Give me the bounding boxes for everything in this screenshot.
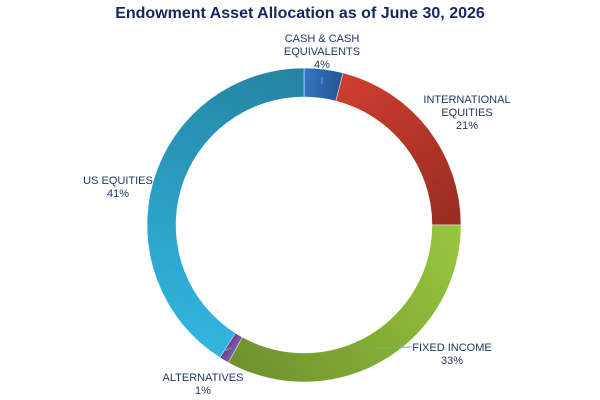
label-us-equities: US EQUITIES 41%	[83, 175, 153, 200]
leader-alternatives	[223, 347, 232, 352]
label-cash-cash-equivalents: CASH & CASH EQUIVALENTS 4%	[284, 33, 360, 71]
labels-group: CASH & CASH EQUIVALENTS 4% INTERNATIONAL EQU…	[83, 33, 510, 397]
leader-lines-group	[223, 76, 413, 352]
label-alternatives: ALTERNATIVES 1%	[163, 372, 244, 397]
chart-title: Endowment Asset Allocation as of June 30…	[115, 5, 485, 22]
label-fixed-income: FIXED INCOME 33%	[412, 342, 491, 367]
slice-fixed-income	[228, 224, 462, 383]
slices-group	[146, 67, 462, 383]
leader-fixed-income	[376, 346, 413, 349]
slice-us-equities	[146, 67, 305, 358]
label-international-equities: INTERNATIONAL EQUITIES 21%	[423, 94, 510, 132]
